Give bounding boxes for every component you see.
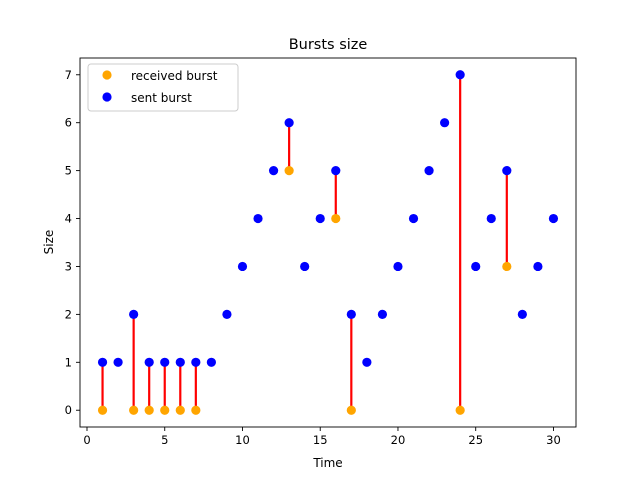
received-point-7 — [331, 213, 341, 224]
sent-point-2 — [129, 309, 139, 319]
x-tick-label-4: 20 — [391, 433, 406, 447]
sent-point-24 — [471, 261, 481, 272]
received-point-9 — [455, 405, 465, 415]
legend-frame — [87, 63, 239, 112]
received-point-2 — [144, 405, 154, 415]
legend-label-sent: sent burst — [131, 91, 192, 105]
sent-point-21 — [424, 166, 434, 176]
sent-point-3 — [144, 357, 154, 367]
sent-point-23 — [455, 70, 465, 80]
sent-point-26 — [502, 166, 512, 176]
y-axis-label: Size — [42, 230, 56, 255]
legend-marker-received — [102, 70, 112, 80]
y-tick-label-0: 0 — [65, 403, 72, 417]
plot-frame — [79, 57, 577, 428]
sent-point-6 — [191, 357, 201, 367]
sent-point-20 — [408, 213, 419, 224]
received-point-6 — [284, 166, 294, 176]
sent-point-25 — [486, 213, 496, 224]
x-tick-label-2: 10 — [235, 433, 250, 447]
y-tick-label-4: 4 — [65, 212, 72, 226]
sent-point-11 — [268, 166, 279, 176]
sent-point-1 — [113, 357, 123, 367]
sent-point-0 — [97, 357, 108, 367]
sent-point-9 — [237, 261, 248, 272]
sent-point-15 — [331, 166, 341, 176]
axes: 0 5 10 15 20 25 30 0 1 2 3 4 5 6 7 — [65, 57, 577, 447]
y-tick-label-5: 5 — [65, 164, 72, 178]
sent-point-8 — [222, 309, 232, 319]
received-point-5 — [191, 405, 201, 415]
received-point-10 — [502, 261, 512, 272]
y-tick-label-6: 6 — [65, 116, 72, 130]
legend-label-received: received burst — [131, 69, 218, 83]
sent-point-22 — [440, 118, 450, 128]
x-tick-label-1: 5 — [161, 433, 168, 447]
x-tick-label-6: 30 — [546, 433, 561, 447]
x-tick-label-3: 15 — [313, 433, 328, 447]
x-tick-label-0: 0 — [83, 433, 90, 447]
sent-point-27 — [517, 309, 527, 319]
y-tick-label-3: 3 — [65, 259, 72, 273]
received-point-3 — [160, 405, 170, 415]
sent-point-12 — [284, 118, 294, 128]
sent-point-17 — [362, 357, 372, 367]
sent-point-29 — [548, 213, 559, 224]
sent-point-14 — [315, 213, 325, 224]
x-axis-label: Time — [312, 456, 342, 470]
sent-point-10 — [253, 213, 263, 224]
received-point-4 — [175, 405, 185, 415]
sent-point-28 — [533, 261, 543, 272]
received-point-0 — [97, 405, 108, 415]
sent-point-19 — [393, 261, 403, 272]
loss-lines — [101, 74, 508, 411]
sent-point-16 — [346, 309, 356, 319]
sent-point-13 — [300, 261, 310, 272]
legend: received burst sent burst — [87, 63, 239, 112]
x-tick-label-5: 25 — [468, 433, 483, 447]
received-point-1 — [129, 405, 139, 415]
sent-point-5 — [175, 357, 185, 367]
chart-title: Bursts size — [289, 37, 368, 53]
sent-point-7 — [206, 357, 216, 367]
y-tick-label-2: 2 — [65, 307, 72, 321]
sent-point-4 — [160, 357, 170, 367]
y-tick-label-7: 7 — [65, 68, 72, 82]
received-point-8 — [346, 405, 356, 415]
data-points — [97, 70, 559, 415]
legend-marker-sent — [102, 92, 112, 102]
sent-point-18 — [377, 309, 388, 319]
y-tick-label-1: 1 — [65, 355, 72, 369]
